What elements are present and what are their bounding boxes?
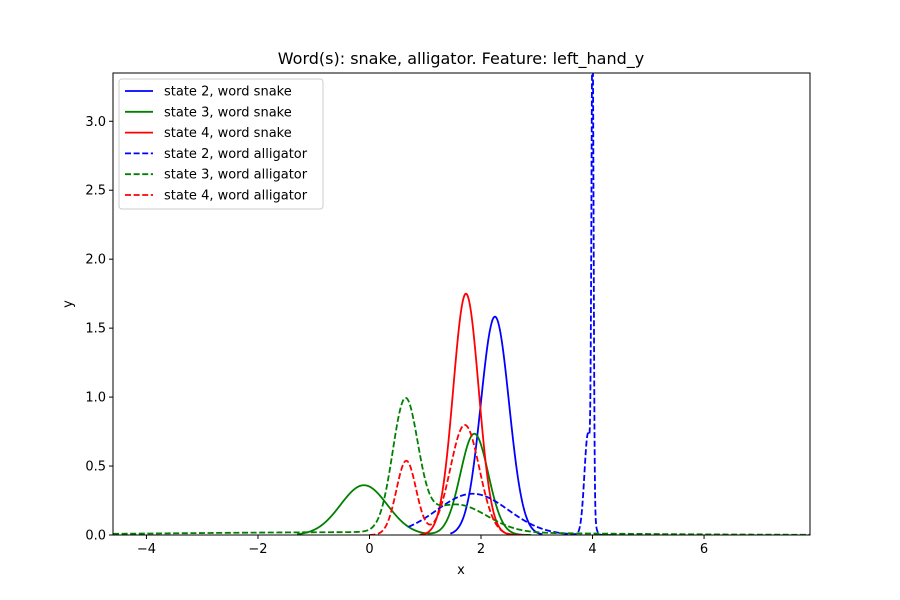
- y-axis-label: y: [61, 300, 76, 308]
- y-tick-label: 0.5: [85, 460, 106, 475]
- x-tick-label: 6: [700, 542, 708, 557]
- x-tick-label: −4: [137, 542, 156, 557]
- legend-label: state 4, word alligator: [164, 189, 308, 204]
- legend-frame: [118, 78, 324, 210]
- series-line-5: [113, 396, 810, 535]
- x-axis-label: x: [457, 563, 465, 578]
- x-tick-label: 2: [477, 542, 485, 557]
- series-line-2: [296, 432, 532, 535]
- plot-area: [112, 72, 811, 536]
- plot-frame: [112, 72, 811, 536]
- legend-label: state 4, word snake: [164, 126, 292, 141]
- y-tick-label: 2.0: [85, 253, 106, 268]
- chart-title: Word(s): snake, alligator. Feature: left…: [278, 49, 644, 69]
- y-tick-label: 3.0: [85, 115, 106, 130]
- y-tick-label: 2.5: [85, 184, 106, 199]
- x-tick-label: 0: [365, 542, 373, 557]
- x-tick-label: 4: [588, 542, 596, 557]
- series-line-1: [449, 315, 544, 535]
- y-axis: 0.0 0.5 1.0 1.5 2.0 2.5 3.0: [85, 115, 113, 544]
- x-tick-label: −2: [248, 542, 267, 557]
- legend: state 2, word snake state 3, word snake st…: [118, 78, 324, 210]
- legend-label: state 2, word snake: [164, 85, 292, 100]
- legend-label: state 3, word alligator: [164, 168, 308, 183]
- y-tick-label: 1.5: [85, 322, 106, 337]
- series-layer: [113, 73, 810, 535]
- legend-label: state 3, word snake: [164, 105, 292, 120]
- legend-label: state 2, word alligator: [164, 147, 308, 162]
- y-tick-label: 0.0: [85, 529, 106, 544]
- x-axis: −4 −2 0 2 4 6: [137, 535, 708, 557]
- series-line-4: [407, 73, 616, 535]
- y-tick-label: 1.0: [85, 391, 106, 406]
- series-line-6: [368, 424, 527, 535]
